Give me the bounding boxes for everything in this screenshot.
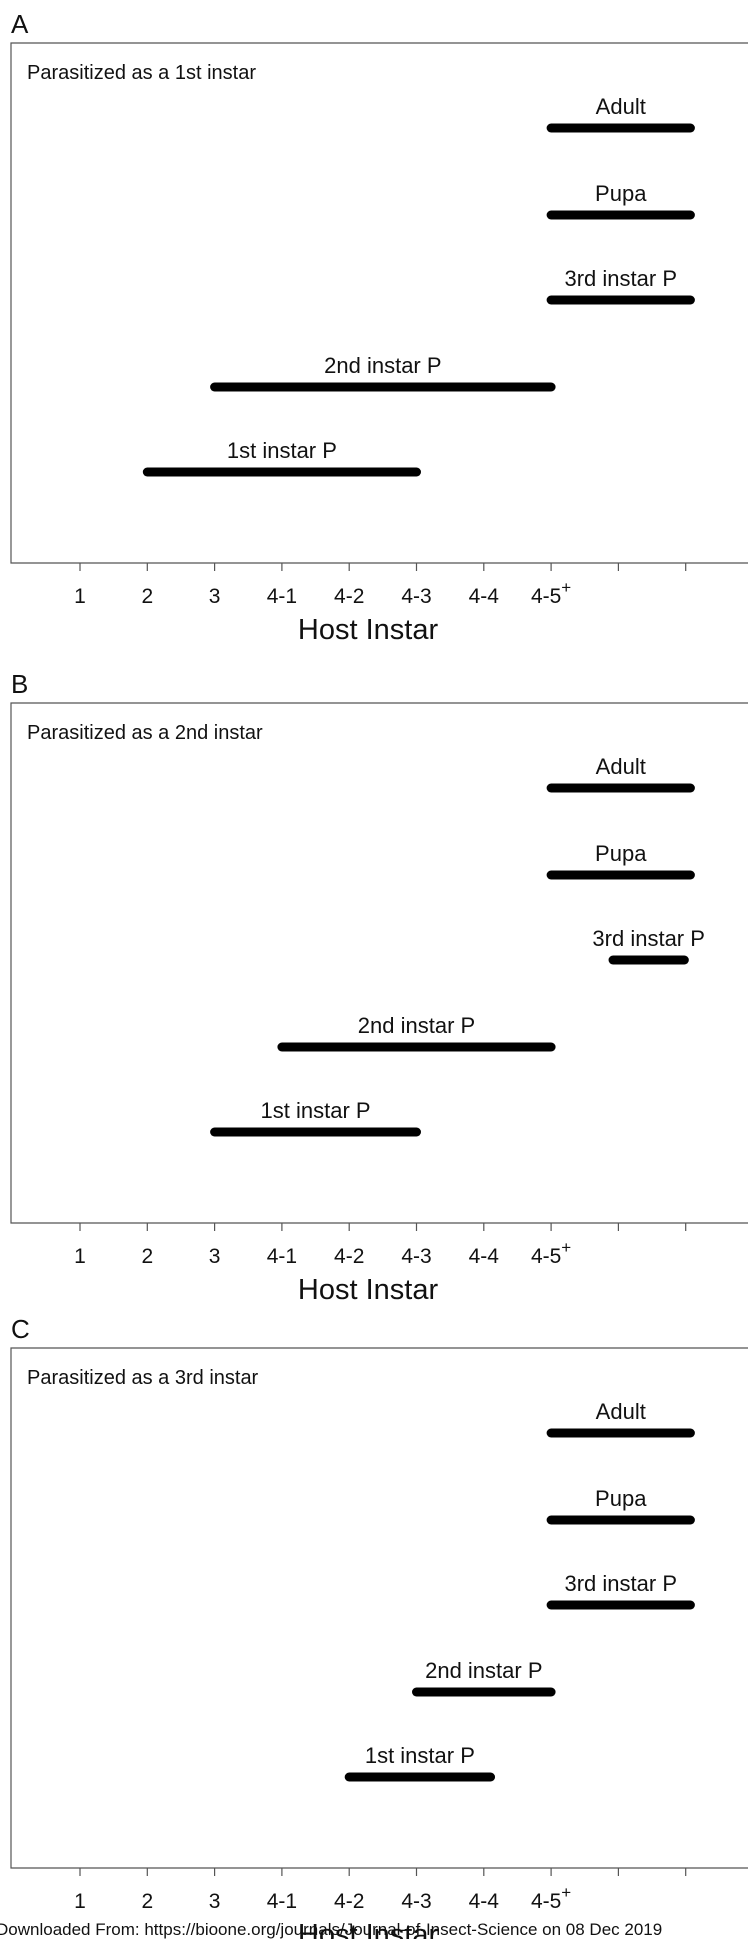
bar-label: 2nd instar P xyxy=(358,1013,475,1038)
bar-label: 1st instar P xyxy=(227,438,337,463)
plot-frame xyxy=(10,42,748,564)
plot-frame xyxy=(10,1347,748,1869)
bar-label: 2nd instar P xyxy=(324,353,441,378)
panel-subtitle: Parasitized as a 1st instar xyxy=(27,62,256,84)
x-tick-label: 2 xyxy=(141,1890,153,1913)
bar-label: Adult xyxy=(596,754,646,779)
panel-subtitle: Parasitized as a 2nd instar xyxy=(27,722,263,744)
bar-label: Pupa xyxy=(595,841,647,866)
x-tick-label: 4-2 xyxy=(334,585,364,608)
bar-label: 3rd instar P xyxy=(565,1571,678,1596)
x-tick-label: 1 xyxy=(74,585,86,608)
x-tick-label: 1 xyxy=(74,1890,86,1913)
x-tick-label: 4-3 xyxy=(401,1245,431,1268)
x-tick-label: 3 xyxy=(209,1245,221,1268)
x-axis-title: Host Instar xyxy=(298,1919,439,1939)
x-tick-label: 3 xyxy=(209,1890,221,1913)
download-footer: Downloaded From: https://bioone.org/jour… xyxy=(0,1920,662,1939)
x-tick-label: 4-3 xyxy=(401,1890,431,1913)
x-tick-label: 1 xyxy=(74,1245,86,1268)
bar-label: Adult xyxy=(596,94,646,119)
bar-label: Adult xyxy=(596,1399,646,1424)
panel-subtitle: Parasitized as a 3rd instar xyxy=(27,1367,259,1389)
x-tick-label: 2 xyxy=(141,1245,153,1268)
x-tick-label: 4-3 xyxy=(401,585,431,608)
panel-letter: A xyxy=(11,9,29,39)
x-tick-label: 4-1 xyxy=(267,1245,297,1268)
x-tick-label: 4-5+ xyxy=(531,578,571,608)
x-tick-label: 4-4 xyxy=(469,1890,500,1913)
panel-a: A Parasitized as a 1st instar 1 2 3 4-1 4-2 4-3… xyxy=(10,9,748,646)
bar-label: 3rd instar P xyxy=(592,926,705,951)
x-tick-label: 3 xyxy=(209,585,221,608)
bar-label: Pupa xyxy=(595,181,647,206)
x-tick-label: 4-2 xyxy=(334,1245,364,1268)
panel-letter: B xyxy=(11,669,28,699)
panel-c: C Parasitized as a 3rd instar 1 2 3 4-1 4-2 4-3… xyxy=(10,1314,748,1939)
bar-label: Pupa xyxy=(595,1486,647,1511)
bar-label: 1st instar P xyxy=(261,1098,371,1123)
x-tick-label: 4-5+ xyxy=(531,1238,571,1268)
x-tick-label: 4-4 xyxy=(469,585,500,608)
panel-b: B Parasitized as a 2nd instar 1 2 3 4-1 4-2 4-3… xyxy=(10,669,748,1306)
x-tick-label: 4-1 xyxy=(267,1890,297,1913)
plot-frame xyxy=(10,702,748,1224)
bar-label: 1st instar P xyxy=(365,1743,475,1768)
x-axis-title: Host Instar xyxy=(298,614,439,646)
x-tick-label: 4-1 xyxy=(267,585,297,608)
x-tick-label: 2 xyxy=(141,585,153,608)
bar-label: 2nd instar P xyxy=(425,1658,542,1683)
x-axis-title: Host Instar xyxy=(298,1274,439,1306)
bar-label: 3rd instar P xyxy=(565,266,678,291)
x-tick-label: 4-4 xyxy=(469,1245,500,1268)
panel-letter: C xyxy=(11,1314,30,1344)
x-tick-label: 4-5+ xyxy=(531,1883,571,1913)
x-tick-label: 4-2 xyxy=(334,1890,364,1913)
